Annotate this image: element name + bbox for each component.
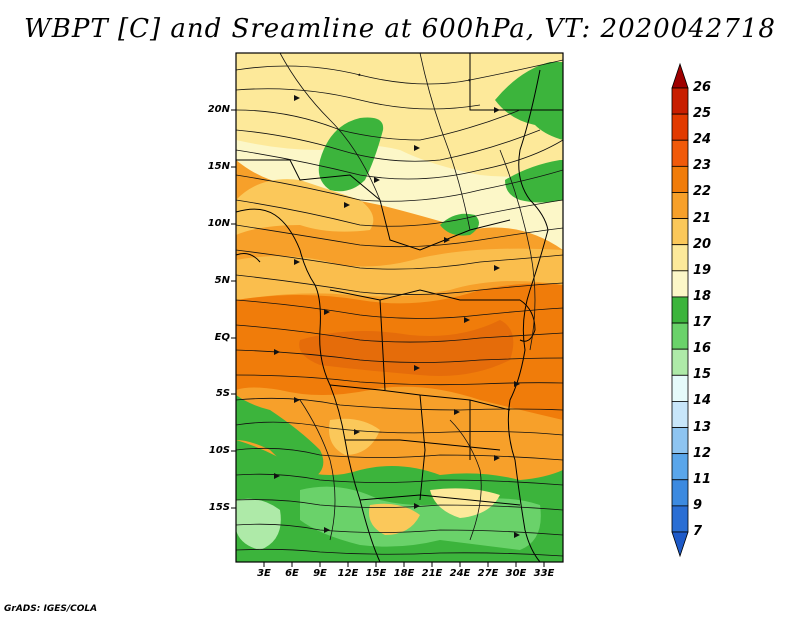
lat-label: 5N: [214, 275, 230, 286]
colorbar-swatch: [671, 192, 689, 219]
colorbar-swatch: [671, 244, 689, 272]
lat-label: EQ: [214, 332, 230, 343]
lat-label: 10S: [208, 445, 230, 456]
colorbar-swatch: [671, 322, 689, 350]
lon-label: 18E: [393, 568, 415, 579]
lon-label: 3E: [257, 568, 271, 579]
colorbar-label: 25: [693, 106, 712, 122]
lat-label: 20N: [207, 104, 230, 115]
lat-label: 15S: [208, 502, 230, 513]
streamline-arrows: [274, 95, 520, 538]
colorbar-swatch: [671, 270, 689, 298]
colorbar-swatch: [671, 453, 689, 481]
lat-ticks: [231, 109, 236, 509]
grads-credit: GrADS: IGES/COLA: [4, 604, 98, 614]
coastlines: [236, 53, 563, 562]
lon-label: 27E: [477, 568, 499, 579]
colorbar-swatch: [671, 165, 689, 193]
colorbar-swatch: [671, 479, 689, 507]
colorbar: [671, 62, 689, 558]
colorbar-label: 22: [693, 184, 712, 200]
colorbar-swatch: [671, 87, 689, 115]
colorbar-label: 14: [693, 393, 712, 409]
lat-label: 15N: [207, 161, 230, 172]
streamlines: [236, 53, 563, 557]
lon-label: 21E: [421, 568, 443, 579]
colorbar-label: 24: [693, 132, 712, 148]
colorbar-label: 19: [693, 262, 712, 278]
lon-label: 24E: [449, 568, 471, 579]
lon-ticks: [263, 562, 545, 567]
colorbar-label: 23: [693, 158, 712, 174]
colorbar-label: 21: [693, 210, 712, 226]
colorbar-label: 7: [693, 524, 703, 539]
colorbar-label: 20: [693, 236, 712, 252]
colorbar-label: 12: [693, 445, 712, 461]
colorbar-bottom-arrow: [671, 531, 689, 558]
colorbar-label: 13: [693, 419, 712, 435]
colorbar-label: 26: [693, 80, 712, 95]
chart-title: WBPT [C] and Sreamline at 600hPa, VT: 20…: [24, 14, 776, 44]
colorbar-label: 11: [693, 471, 712, 487]
colorbar-label: 16: [693, 341, 712, 357]
colorbar-swatch: [671, 218, 689, 246]
colorbar-swatch: [671, 296, 689, 324]
map-frame: [235, 52, 564, 563]
lon-label: 15E: [365, 568, 387, 579]
colorbar-swatch: [671, 113, 689, 141]
colorbar-top-arrow: [671, 62, 689, 89]
colorbar-label: 15: [693, 367, 712, 383]
colorbar-swatch: [671, 348, 689, 376]
lon-label: 12E: [337, 568, 359, 579]
lon-label: 33E: [533, 568, 555, 579]
lon-label: 9E: [313, 568, 327, 579]
colorbar-swatch: [671, 427, 689, 455]
lon-label: 6E: [285, 568, 299, 579]
colorbar-label: 17: [693, 315, 712, 331]
colorbar-swatch: [671, 505, 689, 533]
lat-label: 10N: [207, 218, 230, 229]
wbpt-field: [236, 53, 563, 562]
colorbar-swatch: [671, 139, 689, 167]
colorbar-swatch: [671, 374, 689, 402]
colorbar-swatch: [671, 401, 689, 428]
colorbar-label: 9: [693, 497, 703, 513]
lat-label: 5S: [215, 388, 230, 399]
lon-label: 30E: [505, 568, 527, 579]
colorbar-label: 18: [693, 288, 712, 304]
